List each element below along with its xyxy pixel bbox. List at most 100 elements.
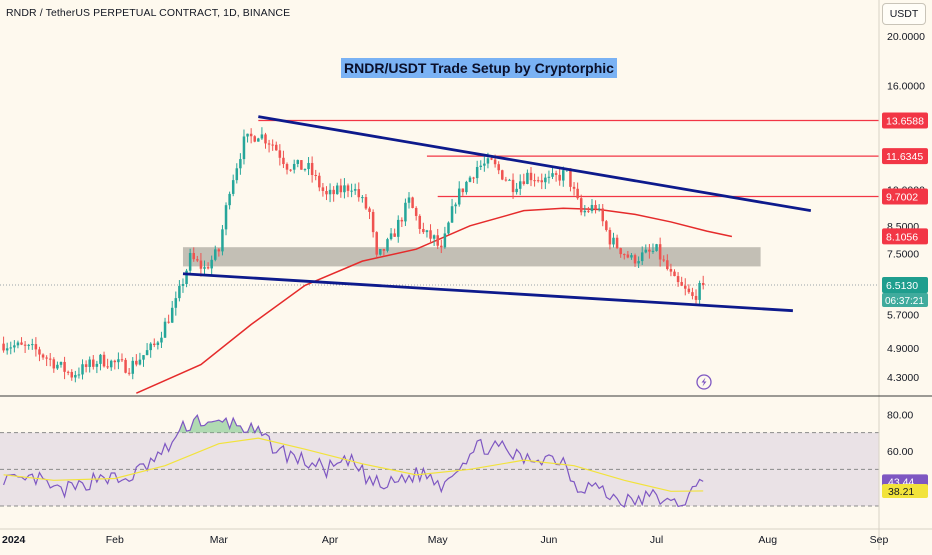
candle-body [400, 219, 404, 222]
candle-body [145, 350, 149, 356]
rsi-tick-label: 60.00 [887, 446, 913, 458]
ma-line [136, 207, 733, 394]
candle-body [393, 233, 396, 237]
candle-body [20, 342, 23, 345]
candle-body [684, 285, 687, 289]
candle-body [282, 157, 285, 165]
candle-body [522, 181, 526, 184]
time-tick-label: Jul [650, 534, 663, 546]
candle-body [353, 189, 357, 191]
candle-body [63, 361, 66, 372]
rsi-overbought-fill [179, 415, 262, 436]
candle-body [95, 363, 99, 367]
candle-body [680, 282, 683, 286]
candle-body [34, 344, 38, 350]
candle-body [432, 235, 436, 239]
candle-body [167, 321, 170, 323]
candle-body [658, 244, 662, 260]
candle-body [106, 366, 109, 368]
candle-body [504, 179, 508, 181]
candle-body [185, 270, 188, 285]
price-label: 9.7002 [886, 191, 918, 203]
candle-body [56, 364, 59, 369]
candle-body [637, 261, 640, 264]
candle-body [264, 134, 267, 144]
price-label-box [882, 148, 928, 165]
candle-body [249, 133, 253, 137]
candle-body [41, 354, 45, 358]
candle-body [285, 164, 289, 170]
price-label-box [882, 276, 928, 293]
candle-body [662, 259, 665, 261]
candle-body [422, 228, 425, 233]
candle-body [228, 193, 231, 206]
candle-body [461, 188, 465, 193]
candle-body [310, 162, 314, 175]
candle-body [569, 168, 572, 187]
candle-body [257, 138, 260, 142]
candle-body [558, 174, 561, 181]
price-label-box [882, 228, 928, 245]
candle-body [601, 208, 604, 222]
price-label: 13.6588 [886, 115, 924, 127]
candle-body [102, 354, 106, 367]
candle-body [440, 245, 443, 248]
candle-body [490, 158, 493, 160]
candle-body [196, 259, 199, 261]
lightning-icon[interactable] [696, 374, 712, 390]
candle-body [429, 230, 432, 239]
candle-body [235, 168, 239, 181]
candle-body [181, 284, 185, 286]
candle-body [278, 150, 282, 158]
candle-body [117, 359, 120, 363]
time-tick-label: Aug [758, 534, 777, 546]
candle-body [655, 244, 658, 251]
time-tick-label: Jun [540, 534, 557, 546]
candle-body [364, 197, 368, 209]
support-resistance-zone [182, 247, 761, 267]
price-label: 8.1056 [886, 231, 918, 243]
candle-body [669, 269, 673, 272]
candle-body [292, 163, 296, 170]
candle-body [231, 180, 235, 194]
currency-selector[interactable]: USDT [882, 3, 926, 25]
price-tick-label: 7.5000 [887, 249, 919, 261]
candle-body [314, 174, 317, 176]
candle-body [5, 348, 9, 351]
candle-body [153, 343, 156, 346]
candle-body [382, 248, 386, 251]
channel-trendline[interactable] [182, 272, 793, 313]
candle-body [468, 177, 472, 182]
candle-body [206, 267, 210, 269]
candle-body [414, 207, 418, 216]
candle-body [260, 134, 264, 139]
rsi-line [3, 413, 704, 508]
candle-body [31, 344, 34, 346]
candle-body [109, 360, 113, 368]
time-tick-label: May [428, 534, 449, 546]
candle-body [443, 233, 447, 248]
lightning-glyph [701, 377, 707, 387]
candle-body [386, 239, 389, 251]
candle-body [694, 295, 698, 300]
candle-body [332, 189, 335, 195]
candle-body [608, 229, 612, 245]
channel-trendline[interactable] [258, 115, 812, 213]
candle-body [178, 285, 181, 299]
price-label: 6.5130 [886, 280, 918, 292]
candle-body [579, 198, 583, 213]
candle-body [547, 176, 551, 178]
candle-body [142, 355, 145, 360]
candle-body [676, 276, 680, 283]
candle-body [587, 210, 590, 212]
candle-body [407, 197, 411, 203]
candle-body [170, 307, 174, 323]
candle-body [425, 230, 429, 233]
candle-body [648, 249, 651, 252]
candle-body [472, 177, 475, 179]
candle-body [518, 181, 522, 189]
candle-body [623, 254, 626, 256]
